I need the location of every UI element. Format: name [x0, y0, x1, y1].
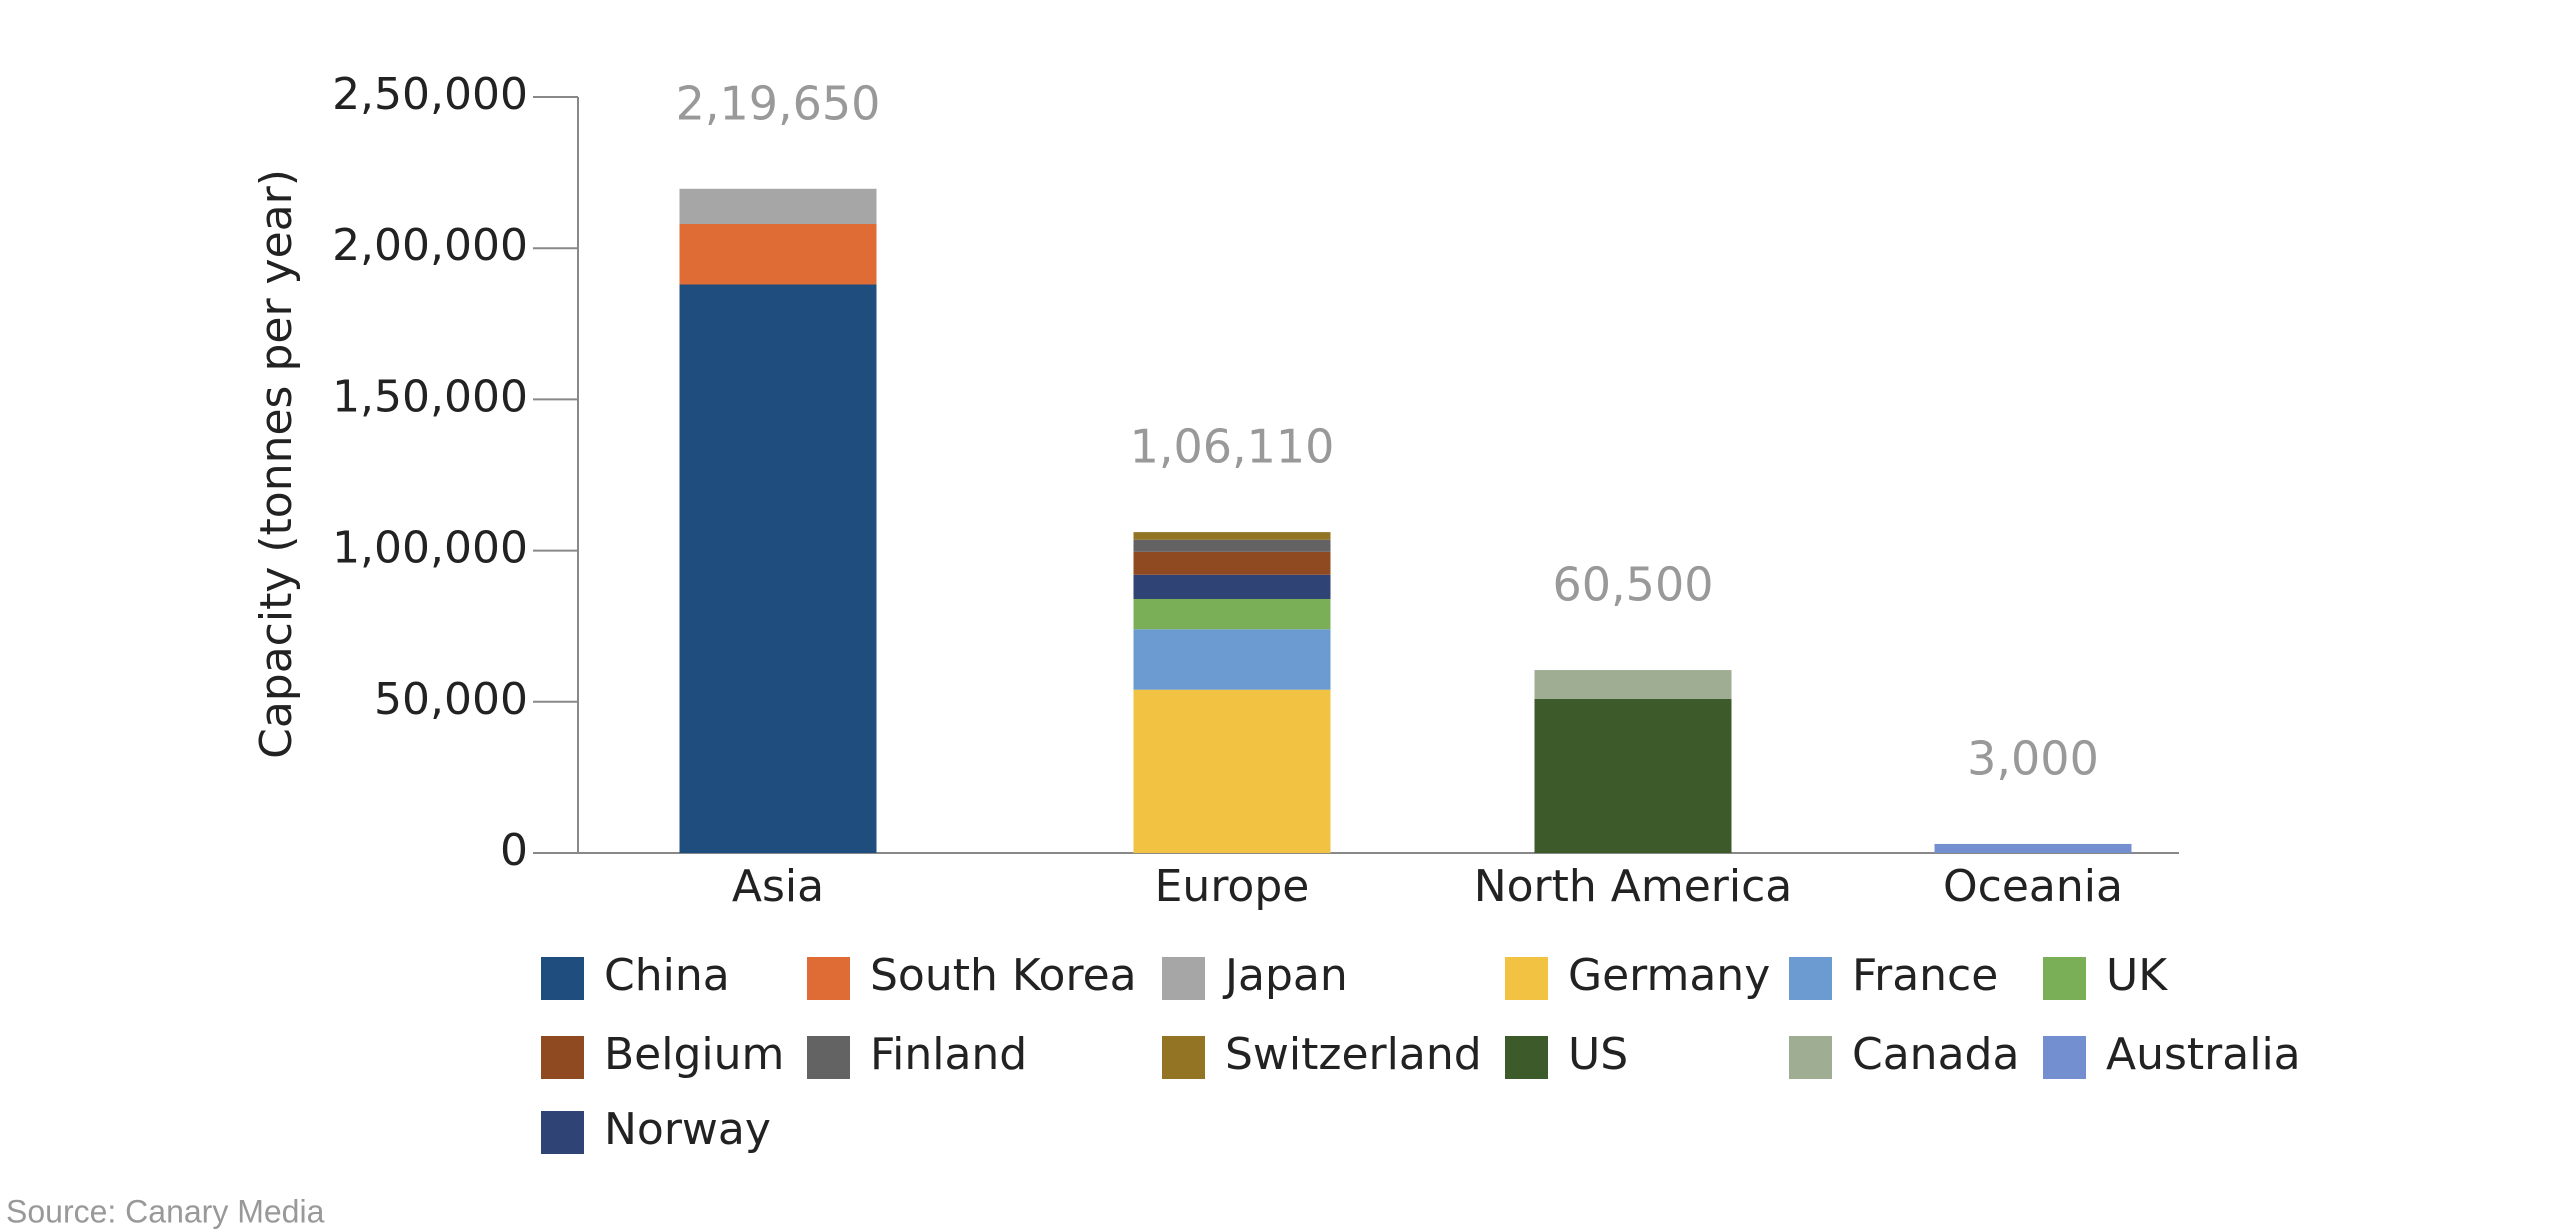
bar-segment — [1133, 689, 1331, 853]
y-tick-label: 2,00,000 — [332, 220, 528, 271]
legend-label: UK — [2106, 950, 2168, 1001]
legend-label: Norway — [604, 1104, 771, 1155]
legend-label: Australia — [2106, 1029, 2301, 1080]
total-label: 1,06,110 — [1130, 420, 1335, 474]
legend-swatch — [541, 1111, 584, 1154]
legend-swatch — [1505, 957, 1548, 1000]
bar-segment — [1133, 629, 1331, 690]
y-tick-label: 50,000 — [374, 674, 528, 725]
legend-label: Finland — [870, 1029, 1027, 1080]
y-tick-label: 1,50,000 — [332, 371, 528, 422]
bar-segment — [1133, 532, 1331, 540]
legend-label: Germany — [1568, 950, 1770, 1001]
bar-segment — [1133, 574, 1331, 599]
x-tick-label: Europe — [1155, 861, 1310, 912]
y-tick-label: 0 — [500, 825, 528, 876]
legend-swatch — [1162, 957, 1205, 1000]
x-tick-label: Asia — [732, 861, 824, 912]
total-label: 2,19,650 — [676, 76, 881, 130]
source: Source: Canary Media — [6, 1193, 325, 1229]
legend-swatch — [1789, 957, 1832, 1000]
legend-label: China — [604, 950, 730, 1001]
bar-segment — [1534, 670, 1732, 699]
bar-segment — [679, 188, 877, 225]
bar-segment — [1534, 698, 1732, 853]
legend-swatch — [807, 1036, 850, 1079]
legend-swatch — [541, 1036, 584, 1079]
legend-swatch — [1505, 1036, 1548, 1079]
x-tick-label: Oceania — [1943, 861, 2123, 912]
bar-segment — [1133, 598, 1331, 630]
bar-segment — [1934, 843, 2132, 853]
bar-segment — [1133, 551, 1331, 575]
legend-label: South Korea — [870, 950, 1137, 1001]
x-tick-label: North America — [1474, 861, 1793, 912]
legend-label: Japan — [1222, 950, 1348, 1001]
y-tick-label: 1,00,000 — [332, 523, 528, 574]
total-label: 3,000 — [1967, 731, 2099, 785]
bar-segment — [679, 224, 877, 285]
legend-label: Canada — [1852, 1029, 2019, 1080]
legend-swatch — [807, 957, 850, 1000]
legend-label: Belgium — [604, 1029, 784, 1080]
legend-label: France — [1852, 950, 1998, 1001]
y-tick-label: 2,50,000 — [332, 69, 528, 120]
legend-swatch — [541, 957, 584, 1000]
bar-segment — [1133, 539, 1331, 552]
legend-label: Switzerland — [1225, 1029, 1482, 1080]
total-label: 60,500 — [1553, 558, 1714, 612]
bar-segment — [679, 284, 877, 853]
legend-label: US — [1568, 1029, 1628, 1080]
legend-swatch — [2043, 1036, 2086, 1079]
y-axis-label: Capacity (tonnes per year) — [251, 169, 302, 759]
legend-swatch — [2043, 957, 2086, 1000]
legend-swatch — [1162, 1036, 1205, 1079]
legend-swatch — [1789, 1036, 1832, 1079]
